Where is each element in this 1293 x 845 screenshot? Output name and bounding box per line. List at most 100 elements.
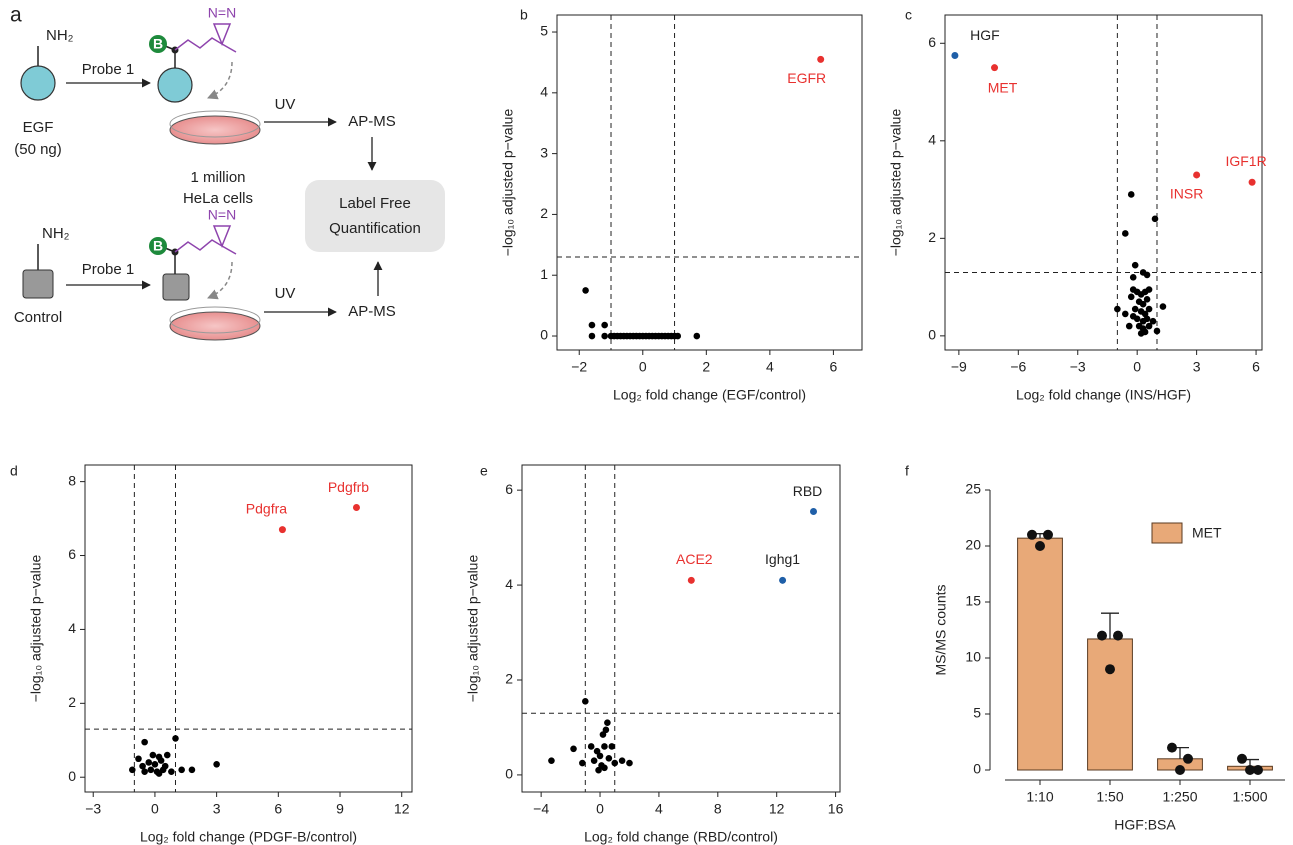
point bbox=[141, 738, 148, 746]
point bbox=[145, 759, 153, 766]
point bbox=[135, 755, 142, 763]
x-tick-label: −3 bbox=[85, 801, 101, 817]
point bbox=[141, 768, 148, 775]
y-tick-label: 8 bbox=[68, 472, 76, 488]
panel-letter: c bbox=[905, 7, 912, 23]
point bbox=[1133, 315, 1141, 323]
y-tick-label: 25 bbox=[965, 481, 981, 497]
y-tick-label: 4 bbox=[928, 132, 936, 148]
point bbox=[1151, 215, 1159, 223]
plot-frame bbox=[944, 14, 1263, 351]
point bbox=[596, 752, 604, 760]
y-tick-label: 1 bbox=[540, 266, 548, 282]
y-tick-label: 0 bbox=[505, 766, 513, 782]
y-tick-label: 4 bbox=[540, 84, 548, 100]
diazirine-label: N=N bbox=[208, 207, 236, 223]
plot-frame bbox=[521, 464, 841, 793]
amine: NH₂ bbox=[46, 27, 74, 44]
point bbox=[178, 766, 185, 774]
point bbox=[587, 743, 595, 750]
y-tick-label: 15 bbox=[965, 593, 981, 609]
protein-egf bbox=[20, 65, 56, 101]
point-label: MET bbox=[988, 79, 1018, 95]
point bbox=[1159, 303, 1167, 310]
point bbox=[595, 766, 602, 774]
point bbox=[1127, 191, 1135, 198]
point bbox=[601, 321, 608, 329]
point bbox=[1127, 293, 1135, 301]
point bbox=[693, 332, 701, 340]
point bbox=[1143, 271, 1151, 279]
point-label: Pdgfrb bbox=[328, 479, 369, 495]
point bbox=[570, 745, 577, 753]
bond bbox=[164, 45, 176, 51]
point-label: HGF bbox=[970, 27, 1000, 43]
highlight-point bbox=[817, 55, 825, 63]
point bbox=[155, 770, 163, 777]
point bbox=[1131, 261, 1139, 269]
x-tick-label: 8 bbox=[714, 801, 722, 817]
point bbox=[1143, 315, 1151, 323]
point-label: IGF1R bbox=[1225, 153, 1266, 169]
highlight-point bbox=[687, 576, 695, 584]
y-tick-label: 4 bbox=[505, 576, 513, 592]
y-tick-label: 0 bbox=[928, 327, 936, 343]
replicate-dot bbox=[1035, 541, 1045, 551]
highlight-point bbox=[352, 503, 360, 511]
boron-circle bbox=[149, 237, 167, 255]
point bbox=[579, 759, 586, 767]
x-tick-label: −4 bbox=[533, 801, 549, 817]
replicate-dot bbox=[1043, 529, 1053, 540]
lfq-label: Quantification bbox=[329, 220, 421, 237]
y-tick-label: 2 bbox=[68, 694, 76, 710]
y-axis-label: −log₁₀ adjusted p−value bbox=[500, 109, 516, 257]
cells-label: HeLa cells bbox=[183, 190, 253, 207]
point bbox=[147, 766, 155, 774]
point bbox=[188, 766, 196, 774]
replicate-dot bbox=[1167, 742, 1177, 753]
plot-frame bbox=[556, 14, 863, 351]
point bbox=[149, 751, 157, 759]
point bbox=[1145, 322, 1153, 330]
x-tick-label: 4 bbox=[655, 801, 663, 817]
legend-swatch bbox=[1151, 522, 1183, 544]
diazirine-label: N=N bbox=[208, 5, 236, 21]
point bbox=[1143, 295, 1151, 303]
bar bbox=[1087, 638, 1133, 771]
point bbox=[129, 766, 136, 774]
x-tick-label: 0 bbox=[596, 801, 604, 817]
boron: B bbox=[153, 36, 163, 52]
control-block bbox=[22, 269, 54, 299]
point bbox=[139, 762, 146, 770]
point bbox=[1153, 327, 1161, 335]
point bbox=[1114, 305, 1121, 313]
x-tick-label: 6 bbox=[274, 801, 282, 817]
point bbox=[172, 735, 179, 742]
y-tick-label: 5 bbox=[973, 705, 981, 721]
point bbox=[1121, 230, 1129, 237]
highlight-point bbox=[1248, 178, 1256, 186]
x-tick-label: 1:250 bbox=[1162, 789, 1197, 805]
point bbox=[1145, 305, 1153, 313]
point bbox=[611, 759, 619, 767]
x-tick-label: 1:500 bbox=[1232, 789, 1267, 805]
point bbox=[582, 698, 589, 705]
panel-letter: d bbox=[10, 463, 18, 479]
highlight-point bbox=[779, 576, 787, 584]
y-axis-label: −log₁₀ adjusted p−value bbox=[888, 109, 904, 257]
uv-label: UV bbox=[275, 285, 296, 302]
legend-label: MET bbox=[1192, 525, 1222, 541]
panel-letter: a bbox=[10, 4, 22, 27]
highlight-point bbox=[278, 526, 286, 534]
protein-labeled bbox=[157, 67, 193, 103]
protein-amount: (50 ng) bbox=[14, 141, 62, 158]
cell-dish bbox=[169, 115, 261, 145]
point bbox=[1121, 310, 1129, 318]
protein-name: EGF bbox=[23, 119, 54, 136]
y-tick-label: 10 bbox=[965, 649, 981, 665]
point bbox=[1149, 317, 1157, 325]
diagram-panel: a NH₂ EGF (50 ng) Probe 1 B N=N 1 millio… bbox=[10, 4, 445, 341]
point bbox=[601, 764, 608, 772]
point bbox=[1139, 300, 1147, 308]
